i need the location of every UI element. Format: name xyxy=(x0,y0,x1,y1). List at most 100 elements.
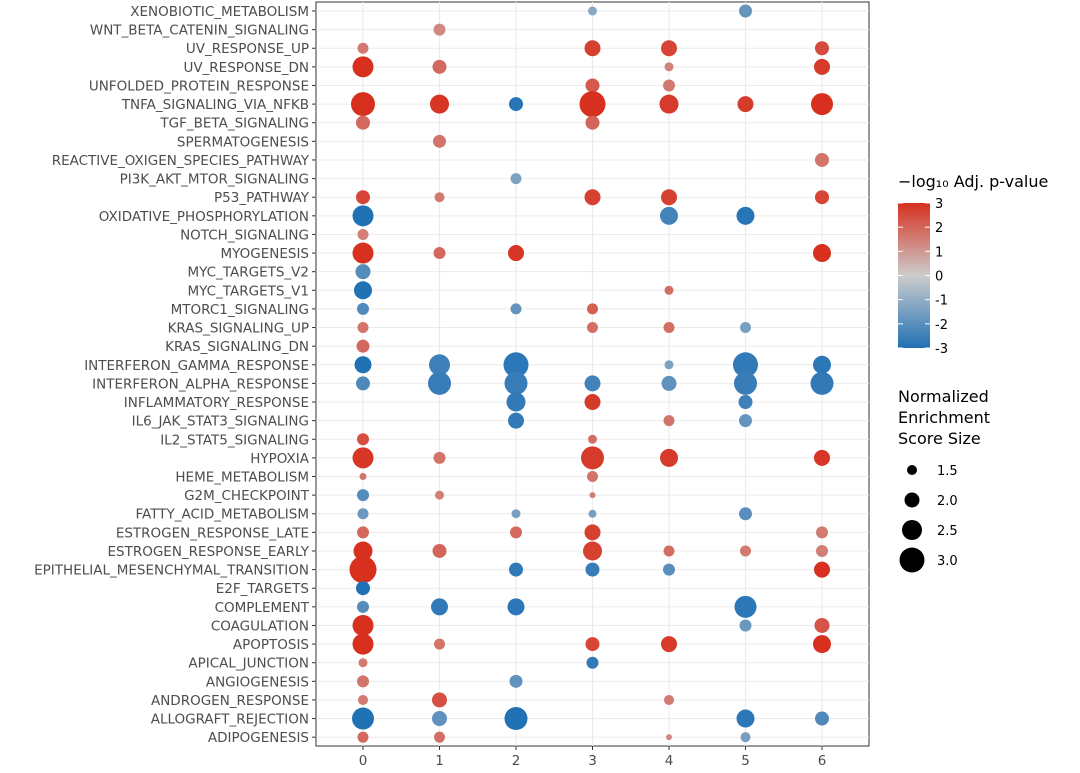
color-tick-label: -2 xyxy=(935,318,948,333)
x-tick-label: 3 xyxy=(588,753,597,769)
dot xyxy=(508,412,524,429)
dot xyxy=(663,545,675,557)
dot xyxy=(587,471,598,482)
dot xyxy=(357,526,369,539)
dot xyxy=(504,371,528,395)
y-tick-label: KRAS_SIGNALING_DN xyxy=(165,339,309,355)
size-legend-title-line-3: Score Size xyxy=(898,429,981,448)
y-tick-label: INFLAMMATORY_RESPONSE xyxy=(124,395,309,411)
y-tick-label: UNFOLDED_PROTEIN_RESPONSE xyxy=(89,78,309,94)
dot xyxy=(814,561,830,578)
x-tick-label: 5 xyxy=(741,753,750,769)
dot xyxy=(356,581,370,596)
dot xyxy=(585,637,600,652)
dot xyxy=(352,205,374,227)
dot xyxy=(435,490,444,500)
y-tick-label: ESTROGEN_RESPONSE_EARLY xyxy=(107,544,309,560)
dot xyxy=(352,242,374,264)
dot xyxy=(503,352,529,378)
size-legend-dot xyxy=(899,547,925,573)
dot xyxy=(664,62,674,72)
dot xyxy=(663,563,675,576)
dot xyxy=(664,360,674,370)
size-legend-title-line-2: Enrichment xyxy=(898,408,990,427)
dot xyxy=(434,731,445,743)
dot xyxy=(434,638,445,650)
dot xyxy=(352,633,374,655)
dot xyxy=(352,707,374,730)
y-tick-label: MYC_TARGETS_V2 xyxy=(187,265,309,281)
y-tick-label: IL2_STAT5_SIGNALING xyxy=(160,432,309,448)
dot xyxy=(433,451,446,464)
dot xyxy=(660,448,678,467)
dot xyxy=(740,732,751,743)
y-tick-label: KRAS_SIGNALING_UP xyxy=(168,321,309,337)
dot xyxy=(352,447,374,469)
y-tick-label: ANDROGEN_RESPONSE xyxy=(151,693,309,709)
dot xyxy=(430,94,449,114)
y-tick-label: ANGIOGENESIS xyxy=(206,674,309,690)
y-tick-label: COAGULATION xyxy=(211,618,309,634)
y-tick-label: EPITHELIAL_MESENCHYMAL_TRANSITION xyxy=(34,563,309,579)
dot xyxy=(816,544,828,557)
y-tick-label: ALLOGRAFT_REJECTION xyxy=(151,712,309,728)
dot xyxy=(359,473,367,480)
dot xyxy=(585,562,600,577)
size-legend-dot xyxy=(902,520,922,540)
y-tick-label: ADIPOGENESIS xyxy=(208,730,309,746)
color-bar xyxy=(898,203,930,348)
dot xyxy=(661,375,677,391)
dot xyxy=(353,541,373,561)
y-tick-label: APICAL_JUNCTION xyxy=(188,656,309,672)
y-tick-label: E2F_TARGETS xyxy=(216,581,309,597)
dot xyxy=(511,509,521,519)
dot xyxy=(351,92,375,117)
dot xyxy=(433,134,446,148)
color-tick-label: 2 xyxy=(935,221,943,236)
color-legend: −log₁₀ Adj. p-value 3 2 1 0 -1 -2 -3 xyxy=(898,172,1048,357)
y-tick-label: SPERMATOGENESIS xyxy=(177,134,309,150)
dot xyxy=(659,94,679,114)
dot xyxy=(811,93,833,116)
y-tick-label: FATTY_ACID_METABOLISM xyxy=(136,507,310,523)
dot xyxy=(661,189,677,206)
x-axis-labels: 0 1 2 3 4 5 6 xyxy=(359,746,827,769)
y-tick-label: HYPOXIA xyxy=(250,451,310,467)
dot xyxy=(356,339,370,353)
dot xyxy=(661,636,677,653)
dot xyxy=(661,40,677,57)
dot xyxy=(509,674,523,688)
x-tick-label: 6 xyxy=(818,753,827,769)
dot xyxy=(740,545,751,557)
y-tick-label: UV_RESPONSE_DN xyxy=(183,60,309,76)
dot xyxy=(584,375,601,392)
dot xyxy=(816,526,828,539)
y-tick-label: P53_PATHWAY xyxy=(214,190,310,206)
y-tick-label: MTORC1_SIGNALING xyxy=(171,302,309,318)
color-legend-ticks: 3 2 1 0 -1 -2 -3 xyxy=(898,197,948,357)
dot xyxy=(506,392,526,412)
y-tick-label: G2M_CHECKPOINT xyxy=(184,488,310,504)
y-tick-label: PI3K_AKT_MTOR_SIGNALING xyxy=(120,172,309,188)
dot xyxy=(815,190,829,205)
dot xyxy=(738,395,753,410)
color-tick-label: 3 xyxy=(935,197,943,212)
dot xyxy=(588,509,597,518)
dot xyxy=(434,192,445,203)
dot xyxy=(357,433,369,446)
y-axis-labels: XENOBIOTIC_METABOLISM WNT_BETA_CATENIN_SI… xyxy=(34,4,316,746)
dot xyxy=(739,507,752,521)
dot xyxy=(433,23,446,36)
size-legend-title-line-1: Normalized xyxy=(898,387,989,406)
dot xyxy=(432,711,447,727)
dot xyxy=(584,394,601,411)
dot xyxy=(507,598,525,616)
dot xyxy=(663,322,675,334)
dot xyxy=(357,322,369,334)
dot xyxy=(428,371,451,395)
dot xyxy=(584,40,601,57)
dot xyxy=(510,173,522,185)
dot xyxy=(587,322,598,334)
dot xyxy=(358,694,368,705)
